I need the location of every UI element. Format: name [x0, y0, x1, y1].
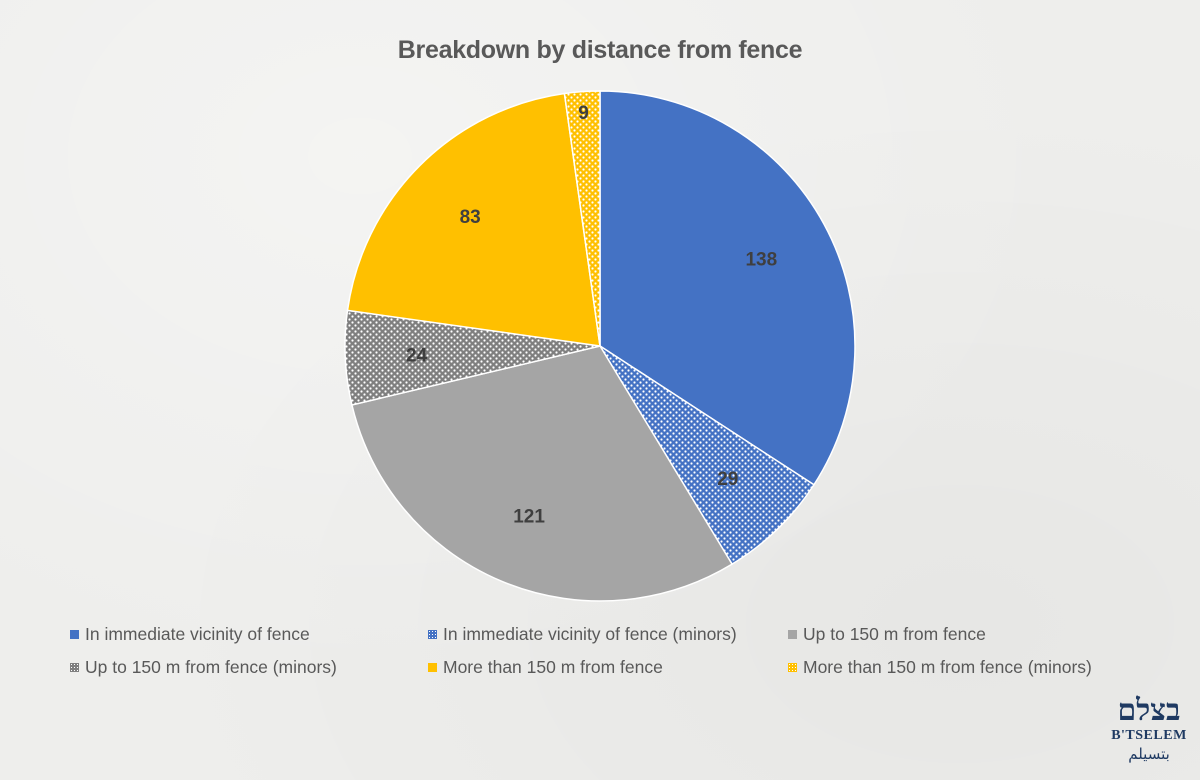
legend-item: In immediate vicinity of fence [70, 624, 310, 645]
legend-swatch [428, 630, 437, 639]
pie-data-label: 83 [460, 207, 481, 228]
legend-swatch [788, 663, 797, 672]
legend-label: In immediate vicinity of fence (minors) [443, 624, 737, 644]
legend-swatch [428, 663, 437, 672]
pie-data-label: 121 [513, 506, 545, 527]
legend-label: In immediate vicinity of fence [85, 624, 310, 644]
legend-row: In immediate vicinity of fence In immedia… [70, 624, 1170, 657]
legend-label: More than 150 m from fence [443, 657, 663, 677]
pie-slice [351, 345, 734, 602]
legend-row: Up to 150 m from fence (minors) More than… [70, 657, 1170, 690]
legend-item: In immediate vicinity of fence (minors) [428, 624, 737, 645]
pie-data-label: 9 [578, 103, 589, 124]
legend-item: Up to 150 m from fence (minors) [70, 657, 337, 678]
legend-label: Up to 150 m from fence [803, 624, 986, 644]
logo-hebrew-text: בצלם [1117, 693, 1181, 728]
chart-legend: In immediate vicinity of fence In immedia… [70, 624, 1170, 690]
pie-slice [346, 92, 601, 347]
pie-data-label: 138 [745, 249, 777, 270]
pie-slice [599, 345, 815, 566]
legend-swatch [70, 630, 79, 639]
chart-title: Breakdown by distance from fence [397, 36, 803, 64]
pie-data-label: 24 [406, 346, 428, 367]
pie-data-label: 29 [717, 469, 738, 490]
legend-swatch [788, 630, 797, 639]
logo-latin-text: B'TSELEM [1111, 728, 1187, 743]
legend-label: More than 150 m from fence (minors) [803, 657, 1092, 677]
legend-label: Up to 150 m from fence (minors) [85, 657, 337, 677]
btselem-logo: בצלם B'TSELEM بتسيلم [1106, 694, 1192, 776]
pie-slice [563, 90, 601, 347]
legend-item: More than 150 m from fence (minors) [788, 657, 1092, 678]
legend-item: Up to 150 m from fence [788, 624, 986, 645]
legend-swatch [70, 663, 79, 672]
pie-slice [599, 90, 856, 486]
logo-arabic-text: بتسيلم [1128, 745, 1170, 763]
legend-item: More than 150 m from fence [428, 657, 663, 678]
